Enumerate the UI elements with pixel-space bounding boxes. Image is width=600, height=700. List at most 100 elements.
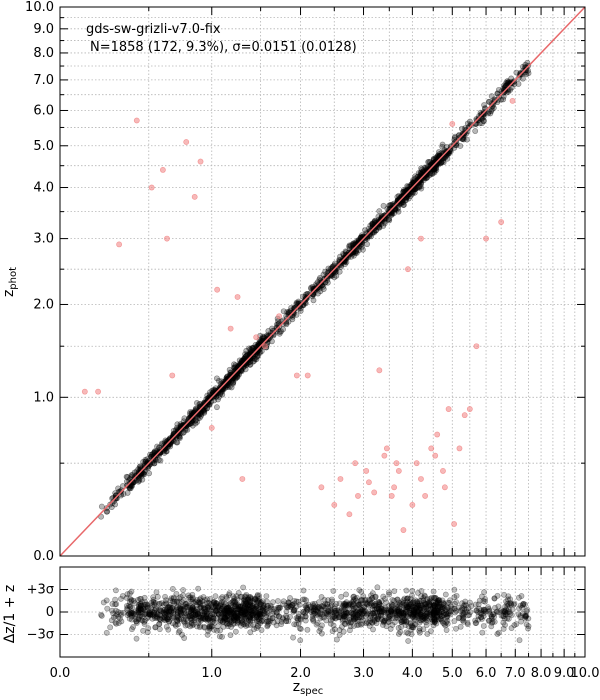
data-point (280, 308, 287, 315)
x-axis-label: zspec (293, 679, 324, 697)
data-point (438, 150, 445, 156)
data-point (313, 285, 320, 292)
data-point (435, 161, 442, 168)
outlier-point (418, 476, 424, 482)
outlier-point (148, 184, 155, 191)
data-point (519, 63, 526, 70)
data-point (277, 329, 283, 335)
data-point (136, 463, 143, 470)
data-point (215, 396, 221, 403)
data-point (411, 186, 418, 193)
data-point (388, 210, 395, 217)
data-point (174, 421, 181, 428)
data-point (489, 106, 495, 113)
data-point (154, 450, 160, 457)
data-point (189, 422, 196, 429)
residual-point (187, 610, 194, 616)
data-point (127, 485, 134, 492)
data-point (508, 84, 515, 91)
residual-point (319, 603, 325, 610)
data-point (480, 111, 487, 118)
data-point (266, 335, 273, 341)
data-point (138, 473, 145, 480)
data-point (412, 186, 419, 192)
data-point (480, 118, 487, 125)
residual-point (226, 592, 232, 598)
residual-point (129, 605, 136, 612)
data-point (269, 325, 275, 332)
data-point (249, 353, 256, 359)
data-point (276, 330, 283, 337)
data-point (503, 82, 509, 89)
residual-point (323, 611, 330, 617)
data-point (376, 223, 382, 230)
data-point (247, 349, 254, 355)
data-point (244, 351, 251, 357)
data-point (255, 340, 262, 347)
residual-point (275, 598, 281, 604)
data-point (436, 149, 442, 155)
data-point (231, 375, 237, 381)
outlier-point (391, 484, 398, 491)
data-point (417, 183, 424, 190)
data-point (243, 362, 250, 369)
data-point (417, 170, 424, 177)
residual-point (416, 625, 423, 632)
data-point (411, 189, 418, 196)
data-point (237, 361, 243, 367)
data-point (252, 342, 259, 348)
data-point (379, 214, 386, 221)
data-point (381, 218, 388, 225)
y-tick-label: 3.0 (33, 232, 54, 247)
data-point (409, 190, 416, 197)
data-point (486, 108, 492, 115)
data-point (431, 169, 438, 176)
residual-point (462, 598, 469, 605)
data-point (234, 366, 241, 373)
data-point (247, 354, 254, 361)
data-point (416, 178, 423, 185)
residual-point (181, 610, 188, 617)
data-point (427, 171, 434, 178)
data-point (460, 135, 467, 142)
residual-point (400, 610, 406, 616)
data-point (243, 352, 250, 359)
data-point (414, 177, 421, 184)
data-point (230, 373, 236, 380)
residual-point (260, 601, 267, 608)
data-point (346, 242, 353, 249)
data-point (366, 228, 373, 234)
data-point (309, 293, 316, 300)
data-point (128, 482, 135, 489)
x-tick-label: 10.0 (571, 666, 600, 681)
data-point (192, 408, 198, 414)
data-point (410, 178, 417, 185)
data-point (177, 435, 183, 442)
data-point (502, 83, 509, 90)
data-point (415, 174, 421, 180)
data-point (386, 215, 393, 222)
data-point (204, 397, 211, 404)
outlier-point (133, 117, 140, 124)
data-point (146, 470, 153, 477)
residual-point (431, 602, 438, 609)
data-point (260, 335, 266, 342)
data-point (501, 82, 508, 89)
data-point (158, 440, 165, 447)
data-point (388, 201, 394, 208)
residual-point (425, 605, 432, 612)
data-point (492, 96, 498, 103)
data-point (409, 179, 416, 186)
outlier-point (227, 325, 234, 332)
data-point (239, 357, 245, 364)
data-point (151, 448, 158, 455)
outlier-point (466, 406, 473, 412)
data-point (120, 491, 127, 497)
outlier-point (383, 445, 390, 452)
residual-point (312, 604, 319, 610)
outlier-point (483, 235, 489, 242)
residual-point (380, 593, 387, 600)
data-point (295, 298, 302, 305)
residual-point (285, 604, 291, 611)
data-point (258, 348, 265, 355)
